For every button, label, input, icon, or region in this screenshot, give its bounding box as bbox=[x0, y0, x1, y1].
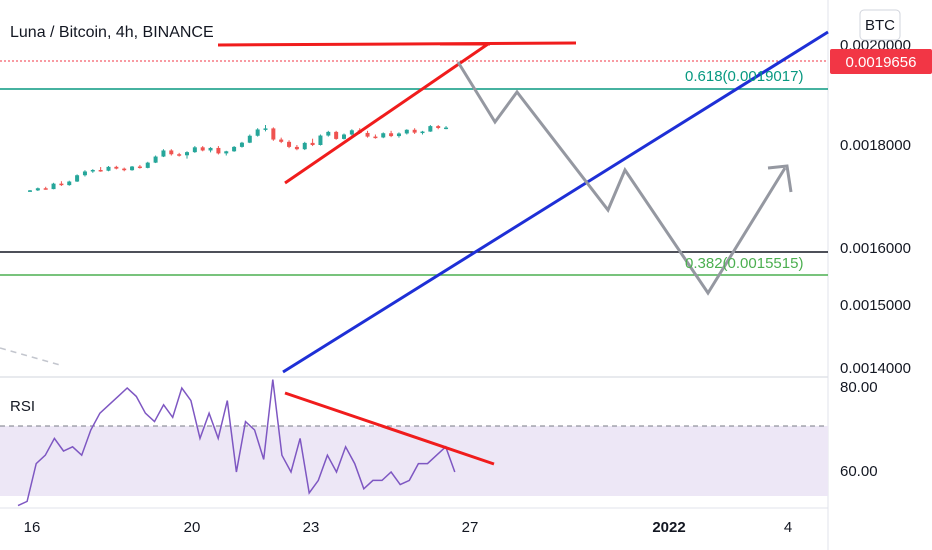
candle-body bbox=[145, 162, 150, 168]
candle-body bbox=[114, 166, 119, 169]
candle-body bbox=[224, 151, 229, 154]
candle-body bbox=[287, 141, 292, 147]
fib-618-label: 0.618(0.0019017) bbox=[685, 68, 803, 85]
time-tick-20: 20 bbox=[184, 519, 201, 536]
candle-body bbox=[169, 150, 174, 155]
candle-body bbox=[302, 142, 307, 150]
last-price-label: 0.0019656 bbox=[846, 54, 917, 71]
candle-body bbox=[106, 166, 111, 171]
last-price-badge bbox=[830, 49, 932, 74]
candle-body bbox=[161, 150, 166, 157]
candle-body bbox=[428, 126, 433, 132]
candle-body bbox=[349, 130, 354, 135]
candle-body bbox=[122, 168, 127, 171]
candle-body bbox=[130, 166, 135, 171]
candle-body bbox=[396, 133, 401, 137]
candle-body bbox=[200, 147, 205, 151]
candle-body bbox=[412, 129, 417, 133]
rsi-tick-60: 60.00 bbox=[840, 463, 878, 480]
candle-body bbox=[208, 147, 213, 151]
price-tick-15: 0.0015000 bbox=[840, 297, 911, 314]
candle-body bbox=[271, 128, 276, 140]
candle-body bbox=[28, 190, 32, 192]
chart-title: Luna / Bitcoin, 4h, BINANCE bbox=[10, 24, 214, 41]
candle-body bbox=[51, 183, 56, 190]
projection-arrowhead bbox=[767, 164, 793, 193]
rsi-tick-80: 80.00 bbox=[840, 379, 878, 396]
price-axis bbox=[829, 0, 932, 550]
price-tick-16: 0.0016000 bbox=[840, 240, 911, 257]
candle-body bbox=[82, 171, 87, 176]
candle-body bbox=[43, 188, 48, 190]
time-tick-27: 27 bbox=[462, 519, 479, 536]
candle-body bbox=[279, 139, 284, 142]
candle-body bbox=[137, 166, 142, 169]
candle-body bbox=[381, 133, 386, 138]
ascending-channel-line[interactable] bbox=[282, 30, 829, 374]
fib-382-label: 0.382(0.0015515) bbox=[685, 255, 803, 272]
candle-body bbox=[420, 131, 425, 134]
candle-body bbox=[247, 135, 252, 143]
time-tick-2022: 2022 bbox=[652, 519, 685, 536]
candle-body bbox=[365, 132, 370, 137]
rsi-divergence-line[interactable] bbox=[284, 391, 495, 466]
rsi-line bbox=[17, 379, 456, 507]
candle-body bbox=[310, 142, 315, 145]
price-tick-18: 0.0018000 bbox=[840, 137, 911, 154]
candle-body bbox=[404, 129, 409, 134]
candle-body bbox=[255, 129, 260, 136]
candle-body bbox=[389, 133, 394, 137]
candle-body bbox=[153, 156, 158, 163]
candle-body bbox=[436, 126, 441, 128]
candle-body bbox=[326, 131, 331, 136]
candle-body bbox=[67, 181, 72, 186]
candlestick-series bbox=[28, 125, 449, 192]
candle-body bbox=[334, 131, 339, 139]
candle-body bbox=[185, 152, 189, 156]
wedge-resistance-line[interactable] bbox=[217, 41, 577, 47]
candle-body bbox=[239, 142, 244, 147]
candle-body bbox=[373, 136, 378, 139]
price-tick-14: 0.0014000 bbox=[840, 360, 911, 377]
time-tick-23: 23 bbox=[303, 519, 320, 536]
time-tick-4: 4 bbox=[784, 519, 792, 536]
time-tick-16: 16 bbox=[24, 519, 41, 536]
candle-body bbox=[98, 169, 103, 172]
price-projection-path[interactable] bbox=[456, 61, 787, 296]
candle-body bbox=[75, 175, 80, 182]
candle-body bbox=[90, 169, 95, 172]
candle-body bbox=[342, 134, 346, 139]
candle-body bbox=[59, 183, 64, 186]
candle-body bbox=[232, 146, 237, 152]
candle-body bbox=[444, 127, 449, 130]
candle-body bbox=[192, 147, 197, 153]
candle-body bbox=[318, 135, 323, 145]
candle-body bbox=[216, 147, 221, 154]
candle-body bbox=[294, 146, 299, 150]
candle-body bbox=[177, 154, 182, 156]
candle-body bbox=[263, 128, 268, 130]
candle-body bbox=[35, 188, 40, 191]
currency-badge[interactable] bbox=[859, 9, 901, 41]
currency-badge-label: BTC bbox=[865, 17, 895, 34]
wedge-support-line[interactable] bbox=[284, 42, 489, 185]
rsi-label: RSI bbox=[10, 398, 35, 415]
